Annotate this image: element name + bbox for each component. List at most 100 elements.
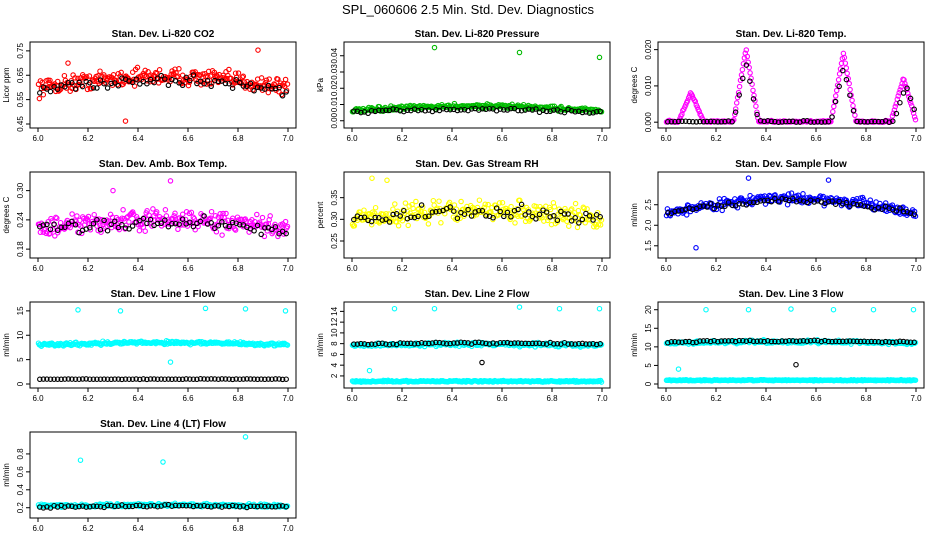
data-point-black: [483, 106, 489, 113]
x-tick-label: 6.2: [82, 394, 94, 403]
data-point-black: [165, 376, 172, 382]
data-point-black: [176, 376, 182, 383]
data-point: [736, 83, 743, 90]
data-point-black: [172, 502, 179, 509]
data-point-black: [383, 216, 389, 222]
data-point-black: [793, 119, 800, 125]
data-point-black: [750, 338, 757, 345]
data-point-black: [518, 107, 525, 114]
data-point-black: [144, 220, 150, 227]
data-point-black: [233, 376, 239, 382]
data-point-black: [229, 219, 236, 226]
data-point-black: [665, 210, 671, 216]
data-point-black: [700, 119, 707, 125]
data-point-black: [429, 209, 436, 215]
data-point-black: [865, 119, 871, 125]
data-point-black: [879, 339, 885, 346]
data-point: [436, 198, 442, 204]
data-point-black: [258, 503, 264, 509]
data-point: [47, 77, 53, 84]
data-point: [162, 207, 169, 213]
data-point-black: [154, 220, 161, 227]
data-point-black: [707, 118, 714, 125]
data-point-black: [543, 108, 550, 115]
x-tick-label: 6.6: [810, 134, 822, 143]
y-axis-label: kPa: [316, 78, 325, 92]
data-point-black: [219, 78, 225, 84]
data-point-black: [112, 376, 118, 382]
data-point: [188, 209, 195, 216]
data-point-black: [829, 338, 835, 345]
data-point: [275, 76, 281, 82]
x-tick-label: 6.2: [396, 394, 408, 403]
data-point-black: [133, 76, 139, 82]
data-point-black: [747, 337, 753, 344]
data-point-black: [540, 107, 546, 114]
data-point-black: [693, 119, 700, 125]
data-point-black: [390, 341, 396, 347]
data-point-black: [190, 223, 197, 230]
data-point-black: [707, 200, 714, 207]
data-point-black: [112, 503, 118, 510]
data-point-black: [747, 199, 753, 206]
data-point: [267, 213, 273, 219]
data-point-black: [486, 341, 493, 347]
data-point-black: [40, 376, 47, 382]
data-point-black: [79, 376, 86, 382]
data-point-black: [397, 213, 403, 219]
y-axis-label: ml/min: [630, 203, 639, 227]
data-point-black: [533, 106, 539, 112]
data-point: [191, 215, 198, 222]
data-point-black: [504, 339, 511, 346]
data-point: [785, 191, 792, 197]
data-point-black: [718, 203, 725, 209]
data-point-black: [479, 340, 486, 346]
data-point-outlier: [77, 457, 84, 463]
data-point: [120, 207, 126, 213]
data-point: [36, 95, 43, 102]
data-point-black: [729, 202, 735, 208]
data-point: [754, 109, 760, 115]
data-point: [399, 217, 406, 224]
data-point-black: [162, 502, 168, 508]
y-tick-label: 0.000: [644, 112, 653, 133]
data-point-black: [44, 221, 50, 228]
data-point-black: [408, 340, 414, 347]
data-point-black: [568, 341, 575, 347]
data-point-black: [119, 376, 125, 383]
data-point-black: [893, 110, 900, 117]
data-point-black: [233, 503, 239, 509]
data-point-black: [736, 92, 742, 98]
data-point: [69, 211, 75, 217]
data-point-black: [690, 119, 696, 125]
y-tick-label: 2.0: [644, 219, 653, 231]
y-tick-label: 2: [330, 373, 339, 378]
data-point-black: [765, 118, 771, 124]
data-point-black: [94, 376, 100, 382]
data-point-black: [479, 208, 486, 214]
data-point-black: [682, 338, 689, 345]
data-point-black: [165, 223, 172, 230]
data-point-black: [850, 200, 857, 207]
data-point-black: [572, 109, 578, 115]
data-point-black: [190, 503, 197, 510]
data-point-black: [176, 503, 182, 509]
data-point-black: [108, 502, 114, 509]
data-point-black: [197, 218, 204, 225]
data-point-black: [222, 376, 229, 382]
data-point-black: [229, 85, 236, 91]
data-point-black: [747, 78, 753, 84]
data-point-black: [861, 338, 867, 345]
data-point-black: [254, 84, 261, 90]
data-point: [54, 78, 61, 85]
x-tick-label: 6.0: [346, 134, 358, 143]
data-point-black: [536, 340, 543, 347]
data-point-black: [761, 118, 767, 125]
data-point-black: [679, 118, 685, 125]
data-point-black: [757, 118, 764, 124]
data-point-black: [675, 208, 682, 214]
data-point: [912, 116, 919, 123]
data-point-black: [451, 340, 457, 346]
data-point-black: [40, 222, 47, 228]
data-point: [413, 198, 419, 205]
